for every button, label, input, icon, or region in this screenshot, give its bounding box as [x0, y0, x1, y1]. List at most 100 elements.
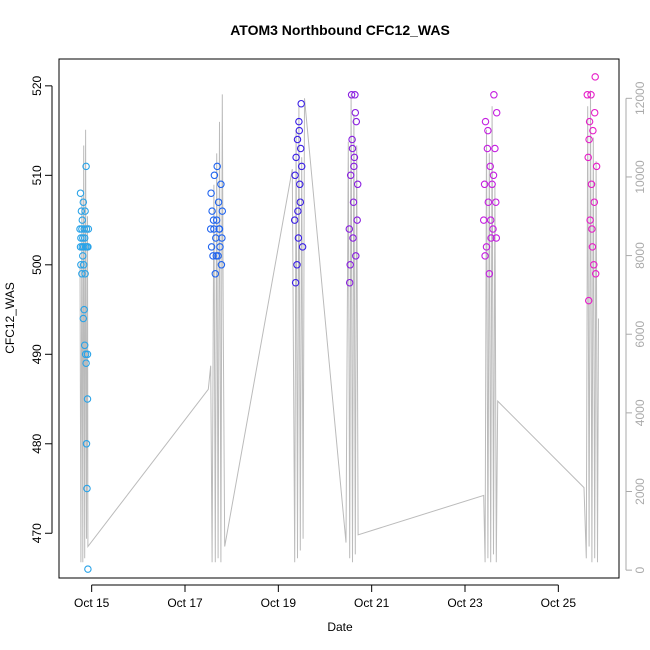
data-point [587, 91, 595, 99]
axes-layer: Oct 15 Oct 17 Oct 19 Oct 21 Oct 23 Oct 25 470 4… [30, 76, 647, 610]
secondary-series-line [79, 90, 599, 563]
data-point [485, 270, 494, 278]
data-point [589, 126, 597, 135]
data-point [353, 216, 361, 224]
series-6 [583, 73, 601, 305]
data-point [345, 278, 354, 287]
data-point [481, 252, 489, 260]
data-point [210, 225, 218, 233]
data-point [489, 225, 497, 233]
data-point [349, 234, 357, 242]
data-point [351, 108, 360, 117]
data-point [217, 180, 225, 189]
data-point [586, 216, 594, 224]
data-point [479, 216, 488, 224]
data-point [484, 126, 492, 135]
x-tick-label: Oct 17 [167, 596, 203, 610]
data-point [295, 117, 303, 126]
data-point [491, 144, 499, 153]
data-point [81, 207, 89, 215]
series-2 [206, 162, 227, 278]
y2-tick-label: 2000 [633, 478, 647, 505]
data-point [352, 252, 360, 260]
x-tick-label: Oct 19 [261, 596, 297, 610]
data-point [291, 278, 300, 287]
data-point [212, 252, 221, 260]
data-point [79, 198, 88, 206]
plot-frame [58, 58, 620, 579]
data-point [80, 305, 88, 314]
y-tick-label: 490 [30, 344, 44, 364]
data-point [490, 91, 498, 99]
data-point [590, 198, 599, 206]
data-point [350, 162, 358, 171]
data-point [480, 180, 489, 189]
x-axis-label: Date [327, 620, 353, 634]
data-point [218, 207, 227, 215]
data-point [294, 207, 302, 215]
data-point [296, 144, 305, 153]
x-tick-label: Oct 21 [354, 596, 390, 610]
data-point [484, 198, 493, 206]
data-point [352, 117, 361, 126]
data-point [213, 162, 221, 171]
data-point [590, 108, 599, 117]
data-point [488, 180, 496, 189]
data-point [79, 252, 87, 260]
data-point [591, 270, 600, 278]
data-point [207, 189, 215, 197]
series-1 [76, 162, 93, 573]
secondary-line-layer [79, 90, 599, 563]
data-point [489, 171, 498, 180]
data-point [207, 243, 216, 251]
data-point [208, 207, 216, 215]
data-point [348, 144, 357, 153]
data-point [583, 91, 592, 99]
data-point [214, 198, 223, 206]
data-point [482, 243, 491, 251]
data-point [347, 91, 356, 99]
data-point [76, 189, 85, 197]
data-point [296, 198, 305, 206]
data-point [584, 153, 592, 162]
data-point [351, 91, 359, 99]
y-tick-label: 500 [30, 254, 44, 274]
data-point [82, 440, 91, 448]
data-point [84, 225, 93, 233]
data-point [585, 117, 594, 126]
data-point [80, 234, 89, 242]
data-point [483, 144, 492, 153]
data-point [592, 162, 601, 171]
data-point [297, 99, 305, 108]
data-point [82, 162, 90, 171]
y-tick-label: 520 [30, 76, 44, 96]
data-point [298, 243, 307, 251]
data-point [346, 171, 355, 180]
data-point [206, 225, 215, 233]
data-point [291, 171, 299, 180]
data-point [587, 180, 596, 189]
data-point [78, 270, 86, 278]
data-point [83, 484, 91, 493]
data-point [486, 162, 494, 171]
data-point [585, 135, 593, 144]
data-point [80, 341, 89, 350]
data-point [590, 261, 598, 269]
data-point [79, 261, 88, 269]
data-point [218, 234, 226, 242]
data-point [290, 216, 299, 224]
data-point [293, 261, 301, 269]
data-point [588, 225, 596, 233]
data-point [492, 198, 500, 206]
data-point [77, 261, 85, 269]
y-axis-label: CFC12_WAS [3, 282, 17, 354]
x-tick-label: Oct 23 [447, 596, 483, 610]
data-point [591, 73, 599, 81]
data-point [215, 225, 223, 233]
data-point [584, 296, 593, 305]
data-point [81, 270, 89, 278]
chart-title: ATOM3 Northbound CFC12_WAS [230, 22, 450, 38]
data-point [292, 153, 300, 162]
y2-tick-label: 8000 [633, 242, 647, 269]
